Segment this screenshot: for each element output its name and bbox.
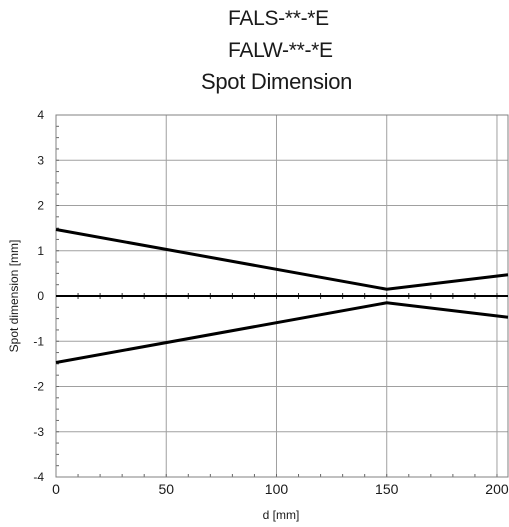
x-tick-label: 100 [265, 481, 289, 497]
x-tick-labels: 0 50 100 150 200 [52, 481, 509, 497]
y-tick-label: 1 [37, 244, 44, 258]
y-axis-label: Spot dimension [mm] [4, 0, 24, 527]
y-tick-label: 4 [37, 108, 44, 122]
x-tick-label: 50 [158, 481, 174, 497]
y-tick-label: -2 [33, 380, 44, 394]
chart-title-line-1: FALS-**-*E [228, 7, 329, 30]
y-tick-label: 3 [37, 153, 44, 167]
series-line-2 [55, 301, 509, 364]
y-tick-label: -3 [33, 425, 44, 439]
y-tick-label: -4 [33, 470, 44, 484]
y-axis-label-text: Spot dimension [mm] [7, 239, 21, 353]
x-axis-label-text: d [mm] [262, 508, 300, 522]
y-tick-label: 2 [37, 199, 44, 213]
chart-title-line-2: FALW-**-*E [228, 39, 333, 62]
y-tick-label: 0 [37, 289, 44, 303]
minor-ticks [55, 114, 498, 478]
y-tick-labels: 4 3 2 1 0 -1 -2 -3 -4 [33, 108, 44, 484]
y-tick-label: -1 [33, 334, 44, 348]
chart-title-line-3: Spot Dimension [201, 69, 353, 94]
x-tick-label: 0 [52, 481, 60, 497]
series-line-1 [55, 228, 509, 291]
x-tick-label: 150 [375, 481, 399, 497]
data-series [55, 228, 509, 364]
x-tick-label: 200 [485, 481, 509, 497]
